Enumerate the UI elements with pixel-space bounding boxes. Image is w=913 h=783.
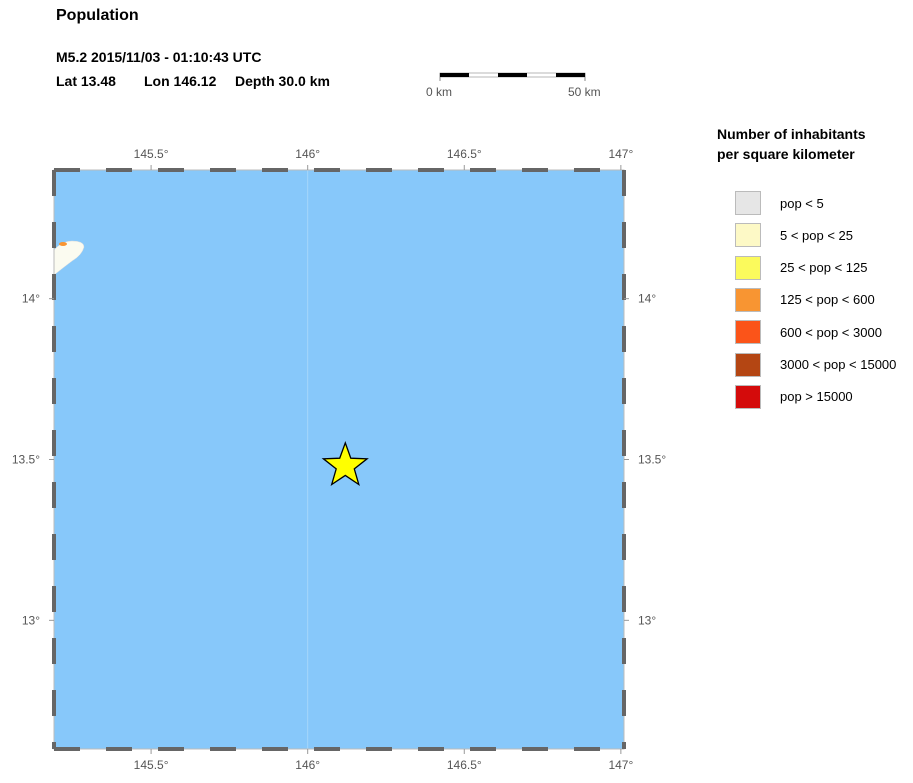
lon-tick-label: 146° (295, 758, 320, 772)
event-lat: Lat 13.48 (56, 73, 116, 89)
legend-swatch (735, 223, 761, 248)
event-summary: M5.2 2015/11/03 - 01:10:43 UTC (56, 49, 262, 65)
star-icon (321, 440, 369, 487)
legend-label: pop < 5 (780, 195, 824, 211)
scale-start-label: 0 km (426, 85, 453, 99)
legend-item: pop < 5 (735, 190, 824, 216)
legend-item: 600 < pop < 3000 (735, 319, 882, 345)
legend-label: pop > 15000 (780, 389, 853, 405)
legend-item: 125 < pop < 600 (735, 287, 875, 313)
island (53, 240, 85, 276)
scale-end-label: 50 km (568, 85, 601, 99)
lat-tick-label: 13.5° (12, 453, 40, 467)
legend-swatch (735, 287, 761, 312)
lat-tick-label: 14° (638, 292, 656, 306)
legend-item: 5 < pop < 25 (735, 222, 853, 248)
legend-swatch (735, 255, 761, 280)
legend-swatch (735, 191, 761, 215)
lon-tick-label: 147° (608, 147, 633, 161)
lat-tick-label: 13.5° (638, 453, 666, 467)
legend-item: 25 < pop < 125 (735, 255, 867, 281)
lon-tick-label: 146° (295, 147, 320, 161)
legend-title: Number of inhabitants per square kilomet… (717, 124, 866, 164)
legend-swatch (735, 320, 761, 345)
lon-tick-label: 147° (608, 758, 633, 772)
event-depth: Depth 30.0 km (235, 73, 330, 89)
lat-tick-label: 14° (22, 292, 40, 306)
lon-tick-label: 145.5° (134, 147, 169, 161)
legend-swatch (735, 352, 761, 377)
legend-item: pop > 15000 (735, 384, 853, 410)
legend-label: 5 < pop < 25 (780, 227, 854, 243)
legend-swatch (735, 384, 761, 409)
legend-title-line2: per square kilometer (717, 146, 855, 162)
lon-tick-label: 146.5° (447, 758, 482, 772)
map[interactable]: 145.5° 145.5° 146° 146° 146.5° 146.5° 147° 147°… (0, 140, 690, 780)
lat-tick-label: 13° (638, 613, 656, 627)
legend-label: 125 < pop < 600 (780, 292, 875, 308)
scale-bar (439, 72, 586, 81)
event-lon: Lon 146.12 (144, 73, 217, 89)
page-title: Population (56, 7, 139, 24)
populated-area (59, 242, 67, 246)
legend-title-line1: Number of inhabitants (717, 126, 866, 142)
lat-tick-label: 13° (22, 613, 40, 627)
legend-label: 600 < pop < 3000 (780, 324, 882, 340)
legend-label: 3000 < pop < 15000 (780, 357, 897, 372)
lon-tick-label: 146.5° (447, 147, 482, 161)
legend-item: 3000 < pop < 15000 (735, 352, 896, 378)
lon-tick-label: 145.5° (134, 758, 169, 772)
legend-label: 25 < pop < 125 (780, 260, 868, 276)
